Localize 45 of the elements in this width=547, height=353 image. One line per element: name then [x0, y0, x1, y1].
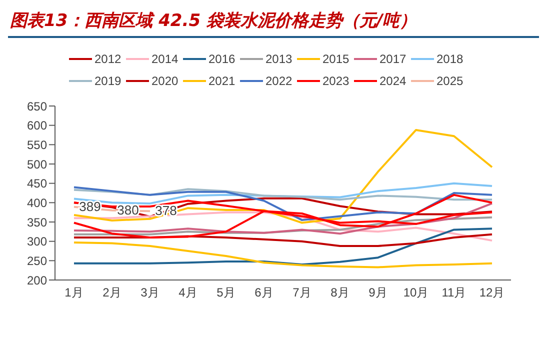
y-tick-label: 350: [26, 215, 48, 230]
legend-label: 2023: [322, 74, 350, 88]
legend-label: 2024: [380, 74, 406, 88]
x-tick-label: 9月: [368, 286, 388, 300]
y-tick-label: 550: [26, 138, 48, 152]
legend-label: 2016: [208, 52, 236, 66]
x-tick-label: 8月: [330, 286, 350, 300]
line-series: [73, 188, 493, 201]
x-tick-label: 2月: [102, 286, 122, 300]
line-series: [73, 241, 493, 268]
x-tick-label: 6月: [254, 286, 274, 300]
legend-label: 2018: [436, 52, 464, 66]
x-tick-label: 7月: [292, 286, 312, 300]
legend-label: 2022: [266, 74, 292, 88]
legend-label: 2013: [266, 52, 292, 66]
legend-label: 2019: [94, 74, 122, 88]
legend-label: 2014: [152, 52, 178, 66]
y-tick-label: 250: [26, 254, 48, 268]
x-tick-label: 11月: [442, 286, 466, 300]
legend-label: 2017: [380, 52, 406, 66]
line-series: [73, 128, 493, 224]
x-tick-label: 4月: [178, 286, 198, 300]
legend-label: 2025: [436, 74, 464, 88]
line-series: [73, 216, 493, 236]
y-tick-label: 650: [26, 99, 48, 114]
line-series: [73, 186, 493, 222]
legend-label: 2015: [322, 52, 350, 66]
x-tick-label: 10月: [403, 286, 429, 300]
x-tick-label: 5月: [216, 286, 236, 300]
y-tick-label: 600: [26, 118, 48, 133]
line-series: [73, 233, 493, 247]
y-tick-label: 200: [26, 273, 48, 288]
y-tick-label: 500: [26, 157, 48, 172]
y-tick-label: 400: [26, 196, 48, 210]
y-tick-label: 300: [26, 234, 48, 249]
legend-label: 2020: [152, 74, 178, 88]
y-tick-label: 450: [26, 176, 48, 191]
legend-label: 2021: [208, 74, 236, 88]
legend-label: 2012: [94, 52, 122, 66]
x-tick-label: 1月: [64, 286, 84, 300]
x-tick-label: 12月: [479, 286, 505, 300]
chart-title: 图表13：西南区域 42.5 袋装水泥价格走势（元/吨）: [8, 8, 539, 38]
x-tick-label: 3月: [140, 286, 160, 300]
line-series: [73, 202, 493, 235]
line-series: [73, 228, 493, 266]
